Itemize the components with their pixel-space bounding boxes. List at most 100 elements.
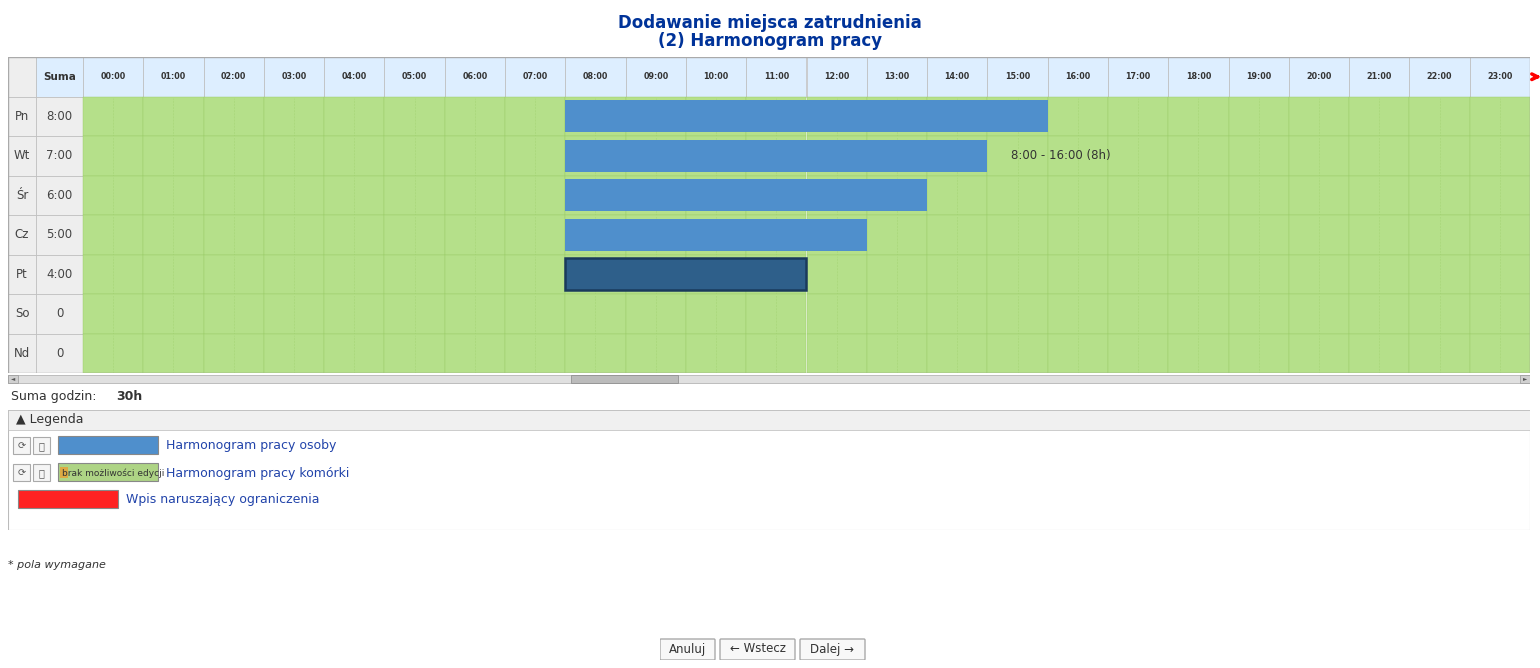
Bar (32, 464, 49, 481)
Bar (35, 176, 83, 215)
Bar (1289, 255, 1349, 294)
Bar (867, 294, 927, 333)
Bar (1169, 176, 1229, 215)
Bar (203, 255, 263, 294)
Bar (987, 57, 1047, 96)
Text: Śr: Śr (15, 189, 28, 202)
Bar (385, 176, 445, 215)
Bar (867, 255, 927, 294)
Bar (807, 57, 867, 96)
Bar (1469, 136, 1531, 176)
Bar (445, 136, 505, 176)
Bar (747, 215, 807, 255)
Text: 16:00: 16:00 (1066, 72, 1090, 81)
Bar (1409, 294, 1469, 333)
Text: ►: ► (1523, 377, 1528, 381)
Text: 10:00: 10:00 (704, 72, 728, 81)
Bar (505, 96, 565, 136)
Bar (987, 136, 1047, 176)
Text: Wt: Wt (14, 149, 31, 162)
Text: 21:00: 21:00 (1366, 72, 1392, 81)
Bar (1107, 215, 1169, 255)
Bar (1047, 333, 1107, 373)
Bar (18, 490, 119, 508)
Text: Cz: Cz (15, 228, 29, 241)
Bar (571, 375, 678, 383)
Text: 8:00 - 16:00 (8h): 8:00 - 16:00 (8h) (1012, 149, 1112, 162)
Bar (1409, 255, 1469, 294)
Bar (1107, 333, 1169, 373)
Bar (445, 255, 505, 294)
Bar (747, 176, 807, 215)
Bar (263, 333, 323, 373)
Bar (59, 436, 159, 454)
Bar (1349, 136, 1409, 176)
Bar (927, 255, 987, 294)
Text: 0: 0 (55, 347, 63, 360)
Bar (83, 96, 143, 136)
Text: ⟳: ⟳ (17, 468, 26, 478)
Text: 07:00: 07:00 (522, 72, 548, 81)
Text: ⌕: ⌕ (38, 468, 45, 478)
Bar (565, 294, 625, 333)
Text: Dodawanie miejsca zatrudnienia: Dodawanie miejsca zatrudnienia (618, 14, 922, 32)
Bar (1229, 215, 1289, 255)
Bar (625, 136, 685, 176)
Bar (807, 333, 867, 373)
Bar (1229, 176, 1289, 215)
Text: ▲ Legenda: ▲ Legenda (15, 413, 83, 426)
Bar (565, 96, 625, 136)
Bar (143, 96, 203, 136)
Bar (565, 215, 625, 255)
Bar (565, 333, 625, 373)
Bar (505, 136, 565, 176)
Text: ⌕: ⌕ (38, 441, 45, 451)
Text: 12:00: 12:00 (824, 72, 850, 81)
Bar (505, 215, 565, 255)
Bar (83, 215, 143, 255)
Bar (323, 215, 385, 255)
Bar (323, 96, 385, 136)
Text: Pn: Pn (15, 110, 29, 123)
Bar (565, 176, 625, 215)
Bar (1107, 176, 1169, 215)
Bar (385, 255, 445, 294)
Bar (8, 333, 35, 373)
Bar (35, 294, 83, 333)
Bar (263, 57, 323, 96)
Bar (1409, 57, 1469, 96)
Bar (60, 467, 68, 478)
Text: Pt: Pt (15, 268, 28, 281)
Text: 13:00: 13:00 (884, 72, 910, 81)
Bar (625, 96, 685, 136)
Text: ← Wstecz: ← Wstecz (730, 643, 785, 655)
Bar (747, 333, 807, 373)
Bar (385, 136, 445, 176)
Bar (35, 215, 83, 255)
Bar (203, 96, 263, 136)
Bar (385, 96, 445, 136)
Bar (1289, 215, 1349, 255)
Text: 15:00: 15:00 (1006, 72, 1030, 81)
Bar (323, 57, 385, 96)
Bar (565, 219, 867, 250)
Text: 00:00: 00:00 (100, 72, 126, 81)
Bar (807, 176, 867, 215)
FancyBboxPatch shape (799, 639, 865, 660)
Bar (565, 140, 987, 172)
Bar (263, 294, 323, 333)
Text: 06:00: 06:00 (462, 72, 488, 81)
Bar (565, 259, 807, 290)
Bar (987, 96, 1047, 136)
Bar (8, 255, 35, 294)
Bar (625, 176, 685, 215)
Bar (1349, 333, 1409, 373)
Bar (143, 176, 203, 215)
Bar (1229, 333, 1289, 373)
Bar (143, 333, 203, 373)
Bar (867, 176, 927, 215)
Bar (1469, 96, 1531, 136)
Bar (1289, 96, 1349, 136)
Bar (8, 136, 35, 176)
Bar (1169, 136, 1229, 176)
